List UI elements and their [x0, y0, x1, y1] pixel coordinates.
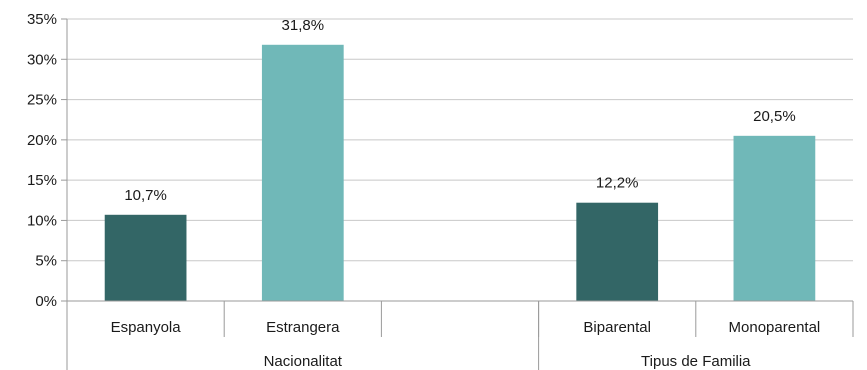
y-tick-label: 20%	[27, 132, 57, 149]
bars	[104, 44, 816, 301]
x-tick-label: Monoparental	[729, 319, 821, 336]
y-tick-label: 25%	[27, 92, 57, 109]
y-tick-label: 15%	[27, 172, 57, 189]
bar	[733, 135, 816, 301]
y-tick-label: 10%	[27, 212, 57, 229]
x-tick-label: Estrangera	[266, 319, 340, 336]
bar	[261, 44, 344, 301]
x-axis: Espanyola Estrangera Biparental Monoparenta…	[66, 300, 854, 370]
y-tick-label: 35%	[27, 11, 57, 28]
bar	[576, 202, 659, 301]
data-label: 31,8%	[282, 17, 325, 34]
data-labels: 10,7% 31,8% 12,2% 20,5%	[124, 17, 795, 204]
x-tick-label: Espanyola	[111, 319, 182, 336]
x-tick-label: Biparental	[583, 319, 651, 336]
group-label: Tipus de Familia	[641, 353, 751, 370]
y-tick-label: 30%	[27, 51, 57, 68]
y-tick-label: 5%	[35, 253, 57, 270]
y-axis: 0% 5% 10% 15% 20% 25% 30% 35%	[27, 11, 68, 310]
group-label: Nacionalitat	[264, 353, 343, 370]
gridlines	[67, 18, 853, 302]
data-label: 20,5%	[753, 108, 796, 125]
bar	[104, 214, 187, 301]
y-tick-label: 0%	[35, 293, 57, 310]
data-label: 10,7%	[124, 187, 167, 204]
data-label: 12,2%	[596, 175, 639, 192]
